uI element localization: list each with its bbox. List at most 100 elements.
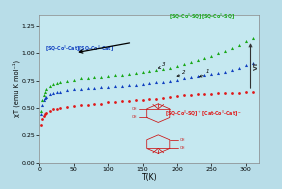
Point: [85, 87, 90, 90]
Point: [230, 68, 234, 71]
Point: [140, 99, 145, 102]
Point: [92, 87, 97, 90]
Point: [113, 74, 117, 77]
Point: [195, 92, 200, 95]
Point: [202, 74, 207, 77]
Point: [175, 65, 179, 68]
Point: [182, 63, 186, 66]
Point: [48, 92, 52, 95]
Point: [65, 79, 69, 82]
Point: [120, 74, 124, 77]
Text: [SQ-Co$^{\rm II}$-SQ][SQ-Co$^{\rm II}$-SQ]: [SQ-Co$^{\rm II}$-SQ][SQ-Co$^{\rm II}$-S…: [169, 12, 235, 22]
Point: [147, 69, 152, 72]
Point: [154, 80, 158, 83]
Point: [195, 58, 200, 61]
Point: [250, 36, 255, 40]
Point: [120, 100, 124, 103]
Point: [188, 93, 193, 96]
Point: [237, 66, 241, 69]
Point: [161, 80, 166, 83]
Point: [237, 91, 241, 94]
Point: [209, 73, 213, 76]
Point: [43, 113, 47, 116]
Point: [127, 73, 131, 76]
Point: [140, 70, 145, 73]
Point: [43, 97, 47, 100]
Point: [40, 117, 45, 120]
Point: [250, 90, 255, 93]
Point: [40, 103, 45, 106]
Point: [78, 88, 83, 91]
Text: VT: VT: [254, 61, 259, 70]
Point: [133, 84, 138, 87]
Point: [41, 114, 46, 117]
Point: [39, 113, 43, 116]
Point: [195, 75, 200, 78]
Point: [113, 101, 117, 104]
Text: [SQ-Co$^{\rm II}$-SQ]$^+$[Cat-Co$^{\rm II}$-Cat]$^-$: [SQ-Co$^{\rm II}$-SQ]$^+$[Cat-Co$^{\rm I…: [165, 109, 242, 119]
Point: [120, 85, 124, 88]
Point: [54, 90, 59, 93]
Point: [237, 43, 241, 46]
Text: [SQ-Co$^{\rm II}$-Cat][SQ-Co$^{\rm II}$-Cat]: [SQ-Co$^{\rm II}$-Cat][SQ-Co$^{\rm II}$-…: [45, 44, 114, 54]
Point: [106, 75, 111, 78]
Y-axis label: χT (emu K mol⁻¹): χT (emu K mol⁻¹): [13, 60, 20, 117]
Point: [106, 101, 111, 104]
Point: [85, 103, 90, 106]
Point: [65, 89, 69, 92]
Point: [127, 84, 131, 87]
Point: [230, 46, 234, 49]
Point: [223, 91, 227, 94]
Text: 1: 1: [206, 69, 209, 74]
Point: [58, 90, 62, 93]
Point: [133, 71, 138, 74]
Text: 3: 3: [162, 62, 165, 67]
Point: [133, 99, 138, 102]
Point: [40, 99, 45, 102]
Point: [99, 102, 103, 105]
Point: [41, 93, 46, 96]
Point: [39, 110, 43, 113]
Point: [161, 97, 166, 100]
Point: [92, 102, 97, 105]
Point: [216, 52, 221, 55]
Point: [175, 94, 179, 98]
Point: [48, 85, 52, 88]
Point: [202, 92, 207, 95]
Point: [188, 60, 193, 64]
Point: [85, 77, 90, 80]
Point: [168, 79, 172, 82]
Point: [140, 82, 145, 85]
Point: [223, 70, 227, 73]
Point: [99, 76, 103, 79]
Point: [106, 86, 111, 89]
Point: [154, 98, 158, 101]
Point: [154, 68, 158, 71]
Point: [175, 78, 179, 81]
Point: [216, 91, 221, 94]
Point: [54, 81, 59, 84]
Point: [51, 91, 56, 94]
Point: [51, 108, 56, 111]
Point: [161, 67, 166, 70]
Point: [168, 95, 172, 98]
Point: [243, 64, 248, 67]
Point: [58, 80, 62, 83]
Point: [147, 81, 152, 84]
Point: [78, 77, 83, 80]
Point: [44, 95, 49, 98]
Text: 2: 2: [182, 70, 186, 75]
Point: [48, 110, 52, 113]
Point: [243, 40, 248, 43]
Point: [99, 86, 103, 89]
Point: [72, 88, 76, 91]
Point: [147, 98, 152, 101]
X-axis label: T(K): T(K): [142, 173, 157, 182]
Point: [216, 71, 221, 74]
Point: [72, 104, 76, 107]
Point: [209, 54, 213, 57]
Point: [188, 76, 193, 79]
Point: [65, 105, 69, 108]
Point: [78, 103, 83, 106]
Point: [202, 56, 207, 59]
